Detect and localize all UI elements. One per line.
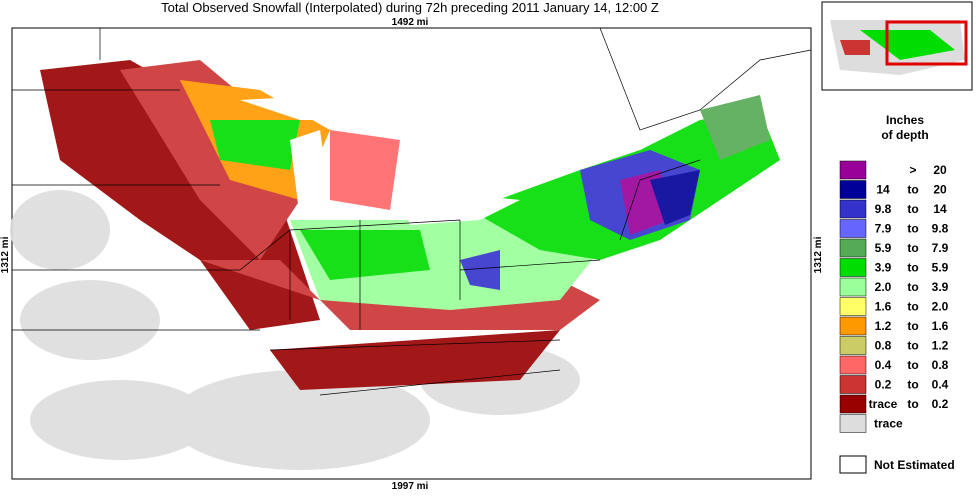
legend-label: 0.8: [875, 339, 892, 353]
legend-label: Not Estimated: [874, 458, 955, 472]
legend-label: 20: [933, 183, 947, 197]
legend-label: 1.2: [932, 339, 949, 353]
legend-label: to: [907, 183, 918, 197]
legend-swatch: [839, 277, 867, 297]
legend-label: to: [907, 280, 918, 294]
legend-swatch: [839, 355, 867, 375]
legend-label: 1.2: [875, 319, 892, 333]
legend-label: 1.6: [932, 319, 949, 333]
legend-swatch: [839, 414, 867, 433]
legend-label: 5.9: [932, 261, 949, 275]
right-scale: 1312 mi: [813, 236, 824, 273]
legend-label: 3.9: [932, 280, 949, 294]
legend-swatch: [839, 394, 867, 414]
legend-title: of depth: [881, 128, 928, 142]
legend-label: to: [907, 319, 918, 333]
legend-label: 0.4: [875, 358, 892, 372]
legend-label: trace: [869, 397, 898, 411]
legend-label: 7.9: [875, 222, 892, 236]
legend-label: 1.6: [875, 300, 892, 314]
legend-label: 7.9: [932, 241, 949, 255]
legend-label: 9.8: [932, 222, 949, 236]
legend-label: >: [909, 163, 916, 177]
legend-swatch: [839, 180, 867, 199]
legend-label: to: [907, 339, 918, 353]
legend-swatch: [839, 219, 867, 238]
legend-label: to: [907, 397, 918, 411]
bottom-scale: 1997 mi: [392, 481, 429, 491]
legend-swatch: [839, 258, 867, 277]
legend-label: 20: [933, 163, 947, 177]
legend-label: to: [907, 261, 918, 275]
legend-label: 0.8: [932, 358, 949, 372]
legend-label: 14: [933, 202, 947, 216]
legend-label: 2.0: [932, 300, 949, 314]
legend-label: 5.9: [875, 241, 892, 255]
legend-swatch: [839, 297, 867, 316]
legend-label: 0.4: [932, 378, 949, 392]
legend-swatch: [839, 336, 867, 355]
left-scale: 1312 mi: [0, 236, 11, 273]
legend-label: 0.2: [875, 378, 892, 392]
legend-swatch: [839, 199, 867, 219]
legend-label: 0.2: [932, 397, 949, 411]
legend-label: to: [907, 222, 918, 236]
top-scale: 1492 mi: [392, 17, 429, 28]
legend-label: to: [907, 300, 918, 314]
legend-swatch: [839, 316, 867, 336]
legend-label: to: [907, 241, 918, 255]
legend-swatch: [839, 238, 867, 258]
legend-swatch: [839, 160, 867, 180]
legend-label: to: [907, 378, 918, 392]
inset-map: [821, 1, 973, 91]
legend-label: 3.9: [875, 261, 892, 275]
legend-label: trace: [874, 417, 903, 431]
legend-label: 9.8: [875, 202, 892, 216]
legend-label: 2.0: [875, 280, 892, 294]
legend-title: Inches: [886, 113, 924, 127]
legend-label: to: [907, 358, 918, 372]
map: [10, 27, 812, 480]
legend: Inches of depth Not Estimated >20 14 to 20 9…: [839, 113, 955, 474]
legend-label: 14: [876, 183, 890, 197]
legend-swatch: [839, 375, 867, 394]
legend-swatch: [839, 455, 867, 474]
legend-label: to: [907, 202, 918, 216]
title: Total Observed Snowfall (Interpolated) d…: [161, 0, 659, 15]
